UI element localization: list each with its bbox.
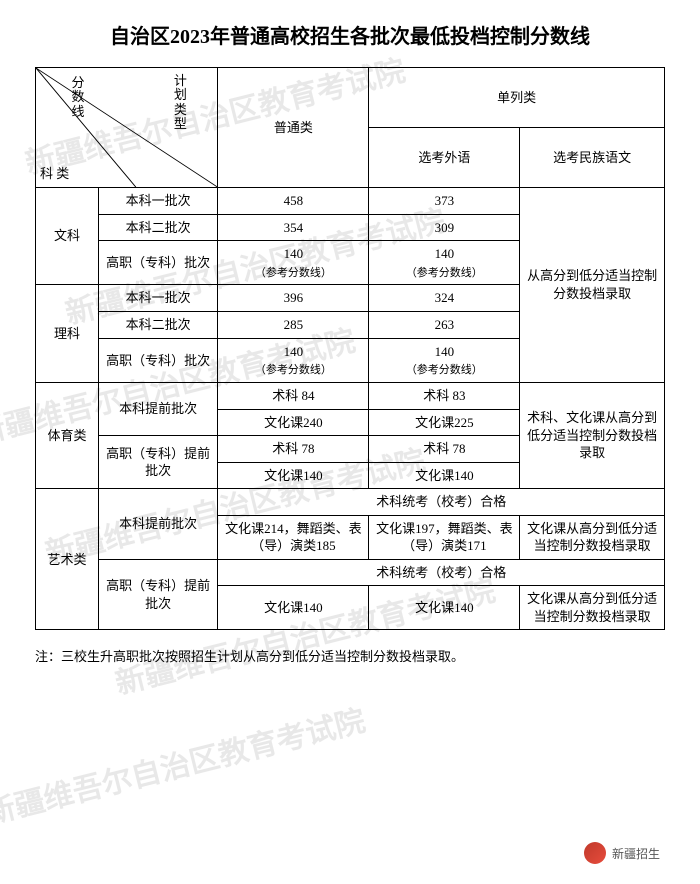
cell: 文化课225 [369,409,520,436]
table-row: 艺术类 本科提前批次 术科统考（校考）合格 [36,489,665,516]
batch-label: 本科提前批次 [98,382,218,435]
cell: 术科 78 [218,436,369,463]
cell: 术科 83 [369,382,520,409]
table-row: 高职（专科）提前批次 术科统考（校考）合格 [36,559,665,586]
cell: 文化课140 [369,462,520,489]
cell: 术科统考（校考）合格 [218,489,665,516]
footer-source: 新疆招生 [612,845,660,862]
cell: 324 [369,285,520,312]
cell: 458 [218,188,369,215]
batch-label: 本科二批次 [98,214,218,241]
batch-label: 本科一批次 [98,188,218,215]
batch-label: 高职（专科）提前批次 [98,559,218,630]
table-row: 计划类型 分数线 科 类 普通类 单列类 [36,68,665,128]
cell: 285 [218,312,369,339]
cell: 263 [369,312,520,339]
yi-note: 文化课从高分到低分适当控制分数投档录取 [520,586,665,630]
footnote: 注：三校生升高职批次按照招生计划从高分到低分适当控制分数投档录取。 [35,646,665,665]
watermark: 新疆维吾尔自治区教育考试院 [0,696,369,833]
cell: 373 [369,188,520,215]
header-plan-type: 计划类型 [171,74,189,131]
cell: 文化课140 [218,586,369,630]
score-table: 计划类型 分数线 科 类 普通类 单列类 选考外语 选考民族语文 文科 本科一批… [35,67,665,630]
cell: 309 [369,214,520,241]
cell: 术科 78 [369,436,520,463]
cell: 文化课197，舞蹈类、表（导）演类171 [369,515,520,559]
cell: 文化课214，舞蹈类、表（导）演类185 [218,515,369,559]
cat-wen: 文科 [36,188,99,285]
cat-li: 理科 [36,285,99,382]
ti-note: 术科、文化课从高分到低分适当控制分数投档录取 [520,382,665,488]
batch-label: 本科二批次 [98,312,218,339]
page-title: 自治区2023年普通高校招生各批次最低投档控制分数线 [35,20,665,49]
cell: 文化课240 [218,409,369,436]
batch-label: 本科提前批次 [98,489,218,560]
cat-yi: 艺术类 [36,489,99,630]
cell: 354 [218,214,369,241]
header-subject: 科 类 [40,165,69,183]
table-row: 体育类 本科提前批次 术科 84 术科 83 术科、文化课从高分到低分适当控制分… [36,382,665,409]
header-score-line: 分数线 [70,76,86,119]
cell: 文化课140 [369,586,520,630]
footer: 新疆招生 [584,842,660,864]
col-ethnic: 选考民族语文 [520,128,665,188]
cell: 术科 84 [218,382,369,409]
cell: 140（参考分数线） [369,338,520,382]
col-foreign: 选考外语 [369,128,520,188]
col-general: 普通类 [218,68,369,188]
cell: 文化课140 [218,462,369,489]
batch-label: 高职（专科）批次 [98,338,218,382]
diagonal-header: 计划类型 分数线 科 类 [36,68,218,188]
cell: 396 [218,285,369,312]
table-row: 文科 本科一批次 458 373 从高分到低分适当控制分数投档录取 [36,188,665,215]
wechat-icon [584,842,606,864]
ethnic-note: 从高分到低分适当控制分数投档录取 [520,188,665,383]
cell: 140（参考分数线） [369,241,520,285]
batch-label: 本科一批次 [98,285,218,312]
cell: 140（参考分数线） [218,338,369,382]
col-special: 单列类 [369,68,665,128]
cell: 术科统考（校考）合格 [218,559,665,586]
batch-label: 高职（专科）批次 [98,241,218,285]
cat-ti: 体育类 [36,382,99,488]
batch-label: 高职（专科）提前批次 [98,436,218,489]
yi-note: 文化课从高分到低分适当控制分数投档录取 [520,515,665,559]
cell: 140（参考分数线） [218,241,369,285]
